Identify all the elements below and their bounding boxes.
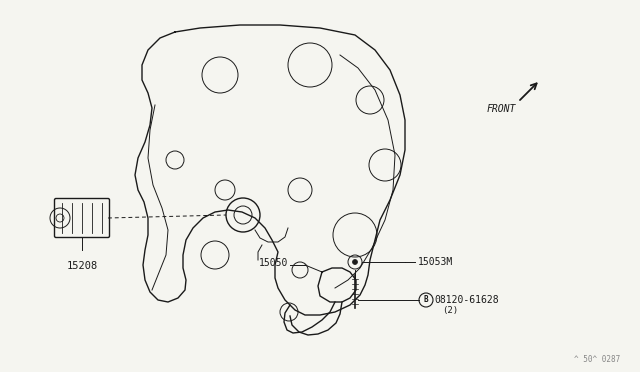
Text: 15053M: 15053M [418,257,453,267]
Text: (2): (2) [442,305,458,314]
Circle shape [353,260,358,264]
Text: 15050: 15050 [259,258,288,268]
Text: B: B [424,295,428,305]
Text: 08120-61628: 08120-61628 [434,295,499,305]
Text: FRONT: FRONT [486,104,516,114]
Text: ^ 50^ 0287: ^ 50^ 0287 [573,356,620,365]
Text: 15208: 15208 [67,261,98,271]
